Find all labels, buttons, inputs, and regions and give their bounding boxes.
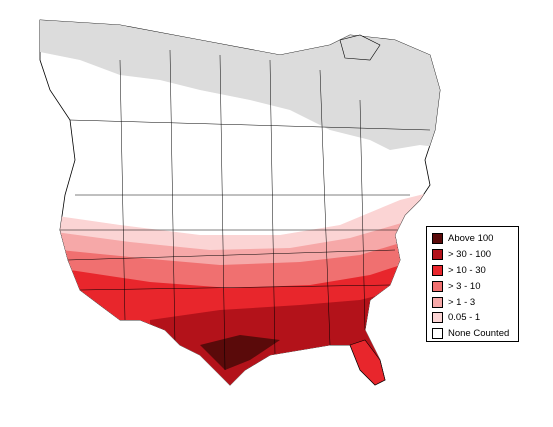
legend-label: > 1 - 3 — [448, 296, 476, 308]
legend-item: > 3 - 10 — [432, 278, 518, 294]
legend-label: > 30 - 100 — [448, 249, 492, 261]
legend-item: None Counted — [432, 326, 518, 342]
band-above-100 — [200, 335, 280, 370]
legend-label: > 3 - 10 — [448, 280, 481, 292]
legend-swatch — [432, 296, 443, 308]
legend-swatch — [432, 280, 443, 292]
legend-label: > 10 - 30 — [448, 264, 486, 276]
legend-swatch — [432, 264, 443, 276]
legend-item: Above 100 — [432, 231, 518, 247]
legend-label: None Counted — [448, 328, 510, 340]
legend-item: > 30 - 100 — [432, 247, 518, 263]
legend-swatch — [432, 249, 443, 261]
florida — [349, 339, 386, 386]
legend: Above 100 > 30 - 100 > 10 - 30 > 3 - 10 … — [426, 226, 519, 342]
legend-swatch — [432, 312, 443, 324]
boundary-lines — [60, 49, 431, 371]
legend-swatch — [432, 233, 443, 245]
legend-label: Above 100 — [448, 233, 494, 245]
legend-item: > 1 - 3 — [432, 294, 518, 310]
legend-item: 0.05 - 1 — [432, 310, 518, 326]
legend-swatch — [432, 328, 443, 340]
legend-label: 0.05 - 1 — [448, 312, 481, 324]
legend-item: > 10 - 30 — [432, 263, 518, 279]
northern-island — [339, 34, 381, 61]
